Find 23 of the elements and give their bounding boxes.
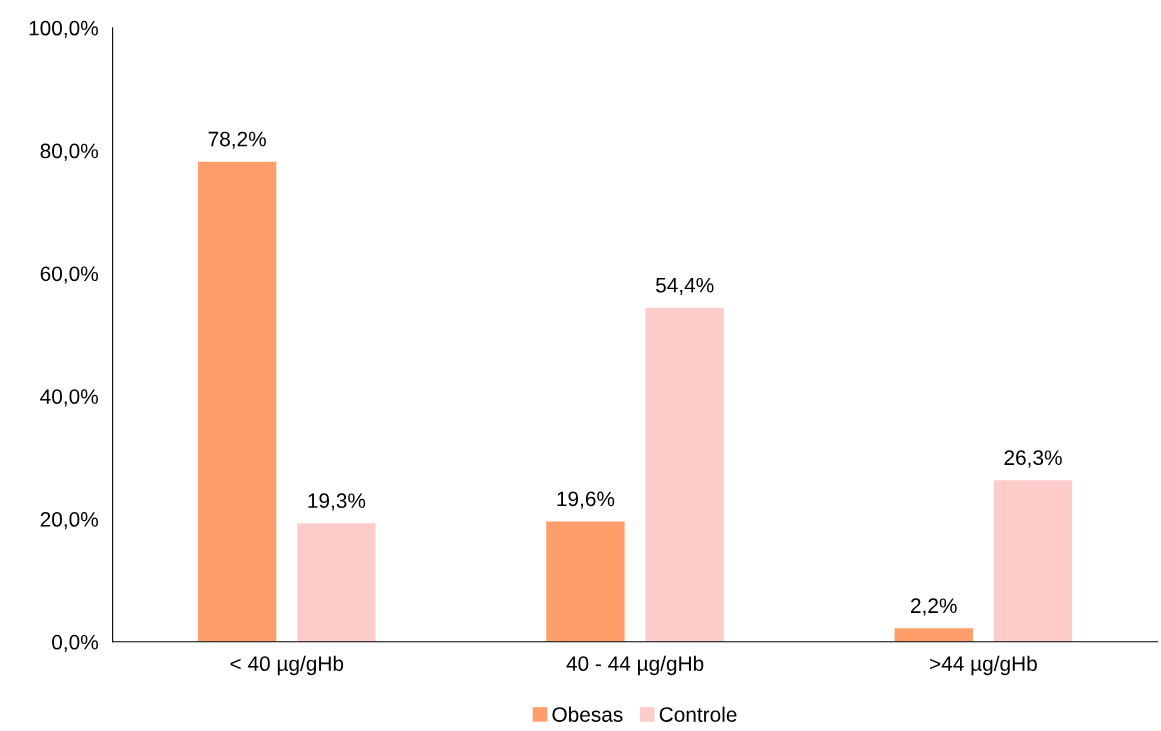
bar <box>894 628 973 642</box>
data-label: 19,6% <box>557 491 615 509</box>
data-label: 19,3% <box>308 493 366 511</box>
bar <box>197 161 277 642</box>
x-tick-label: 40 - 44 µg/gHb <box>566 655 704 676</box>
data-label: 26,3% <box>1004 450 1062 468</box>
y-tick-label: 0,0% <box>52 634 98 653</box>
y-tick-label: 80,0% <box>40 143 98 161</box>
bar <box>645 307 724 642</box>
y-tick-label: 100,0% <box>29 20 98 38</box>
x-tick-label: >44 µg/gHb <box>930 655 1037 676</box>
y-tick-label: 40,0% <box>40 389 98 407</box>
data-label: 2,2% <box>911 598 957 616</box>
bar <box>546 521 625 642</box>
y-tick-label: 60,0% <box>40 266 98 284</box>
legend-label: Obesas <box>552 706 623 722</box>
data-label: 54,4% <box>656 277 714 296</box>
data-label: 78,2% <box>208 131 266 149</box>
legend-label: Controle <box>659 706 737 722</box>
y-tick-label: 20,0% <box>40 512 98 530</box>
x-tick-label: < 40 µg/gHb <box>230 655 344 676</box>
bar <box>297 523 376 642</box>
bar <box>993 480 1073 642</box>
